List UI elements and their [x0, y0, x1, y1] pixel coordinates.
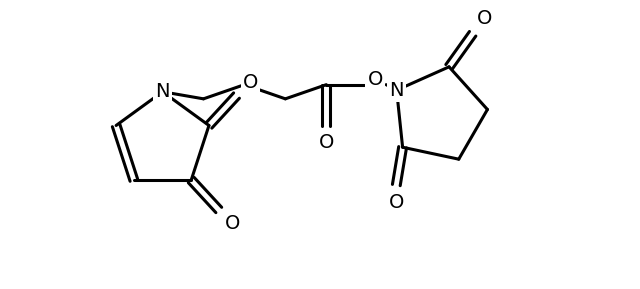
Text: O: O	[319, 134, 334, 152]
Text: O: O	[225, 214, 241, 233]
Text: N: N	[389, 81, 404, 100]
Text: O: O	[243, 73, 259, 92]
Text: O: O	[477, 8, 492, 27]
Text: O: O	[367, 71, 383, 89]
Text: N: N	[156, 82, 170, 101]
Text: O: O	[388, 193, 404, 212]
